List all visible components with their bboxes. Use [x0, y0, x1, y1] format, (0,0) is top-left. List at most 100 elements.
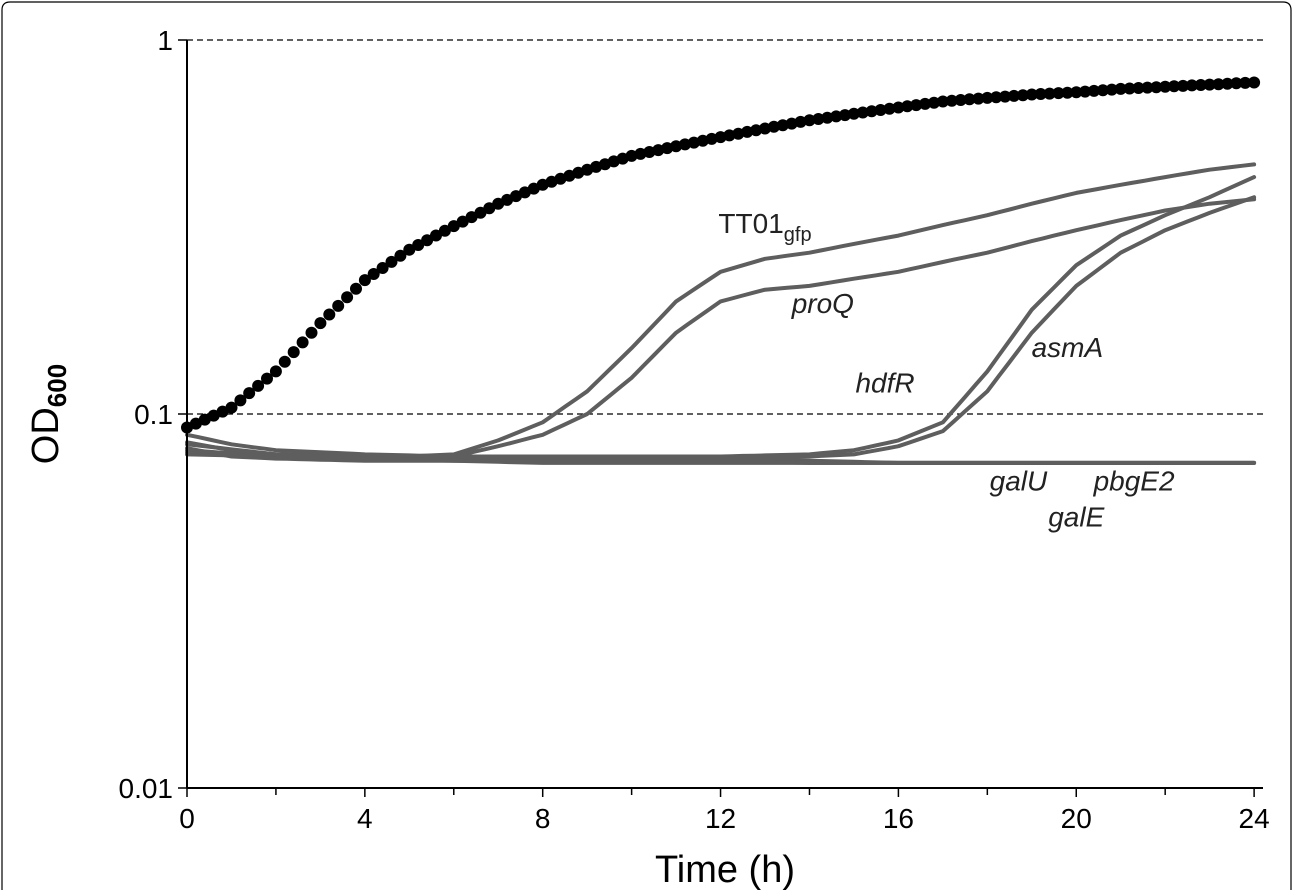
data-point-17: [332, 299, 345, 312]
series-group: [181, 76, 1261, 465]
data-point-68: [785, 117, 798, 130]
series-line-gale: [185, 446, 1257, 465]
x-tick-label-2: 8: [535, 803, 551, 834]
data-point-32: [465, 211, 478, 224]
data-point-112: [1177, 79, 1189, 92]
data-point-13: [296, 336, 309, 349]
data-point-96: [1034, 88, 1047, 100]
x-tick-label-4: 16: [883, 803, 914, 834]
data-point-57: [687, 136, 700, 149]
x-tick-label-3: 12: [705, 803, 736, 834]
data-point-21: [367, 268, 380, 280]
data-point-61: [723, 129, 736, 142]
data-point-25: [403, 243, 416, 256]
label-galu: galU: [990, 465, 1048, 496]
data-point-83: [919, 97, 932, 110]
data-point-116: [1212, 78, 1225, 91]
data-point-94: [1016, 89, 1029, 102]
data-point-92: [999, 90, 1012, 103]
data-point-99: [1061, 86, 1074, 99]
axes: 0.01 0.1 1 0 4 8 12 16 20 24: [119, 25, 1270, 834]
data-point-95: [1025, 88, 1038, 101]
data-point-114: [1194, 79, 1207, 91]
x-tick-label-6: 24: [1239, 803, 1270, 834]
label-tt01-subscript: gfp: [784, 224, 812, 246]
data-point-119: [1239, 76, 1252, 89]
data-point-86: [945, 94, 958, 107]
data-point-80: [892, 101, 905, 114]
data-point-93: [1008, 89, 1020, 102]
data-point-104: [1105, 83, 1118, 96]
x-tick-label-1: 4: [357, 803, 373, 834]
data-point-22: [376, 262, 389, 274]
data-point-111: [1168, 80, 1181, 93]
data-point-84: [928, 96, 940, 109]
data-point-19: [350, 282, 362, 295]
series-line-hdfr: [185, 175, 1257, 459]
data-point-82: [910, 99, 923, 112]
y-tick-label-2: 1: [157, 25, 173, 56]
data-point-62: [732, 127, 745, 140]
data-point-52: [643, 146, 656, 158]
data-point-120: [1248, 76, 1261, 89]
label-proq: proQ: [791, 288, 854, 319]
data-point-5: [225, 401, 238, 414]
data-point-70: [803, 114, 816, 127]
data-point-98: [1052, 87, 1065, 100]
data-point-85: [936, 95, 949, 108]
data-point-76: [856, 106, 869, 119]
data-point-67: [776, 119, 789, 132]
data-point-20: [358, 274, 371, 287]
data-point-74: [839, 109, 851, 122]
data-point-71: [812, 113, 825, 125]
data-point-18: [341, 291, 354, 304]
data-point-97: [1043, 87, 1056, 100]
data-point-73: [830, 110, 843, 123]
data-point-58: [696, 134, 709, 147]
data-point-66: [767, 120, 780, 133]
data-point-117: [1221, 77, 1234, 90]
data-point-100: [1070, 86, 1083, 99]
data-point-9: [261, 372, 273, 385]
data-point-91: [990, 91, 1003, 104]
data-point-107: [1132, 82, 1145, 94]
data-point-24: [394, 249, 407, 262]
data-point-69: [794, 115, 807, 128]
data-point-81: [901, 100, 914, 113]
y-axis-title-main: OD: [25, 407, 67, 464]
data-point-54: [661, 142, 674, 155]
data-point-89: [972, 92, 985, 105]
x-tick-label-0: 0: [179, 803, 195, 834]
data-point-88: [963, 93, 976, 106]
label-hdfr: hdfR: [855, 368, 914, 399]
data-point-118: [1230, 77, 1243, 90]
data-point-31: [456, 215, 469, 228]
data-point-29: [438, 224, 451, 237]
data-point-64: [750, 124, 763, 137]
data-point-110: [1159, 80, 1172, 93]
data-point-115: [1203, 78, 1216, 91]
label-asma: asmA: [1032, 332, 1104, 363]
data-point-28: [430, 229, 442, 242]
data-point-34: [483, 202, 496, 215]
data-point-30: [447, 220, 460, 233]
data-point-77: [865, 105, 878, 118]
data-point-56: [679, 138, 691, 151]
data-point-75: [847, 107, 860, 120]
y-tick-label-1: 0.1: [134, 399, 173, 430]
data-point-103: [1096, 84, 1109, 97]
data-point-16: [323, 308, 336, 321]
data-point-59: [705, 132, 718, 145]
data-point-109: [1150, 81, 1163, 94]
annotations: TT01gfp proQ hdfR asmA galU pbgE2 galE: [718, 208, 1175, 533]
y-axis-title-subscript: 600: [42, 364, 72, 407]
x-axis-title: Time (h): [655, 849, 795, 891]
label-tt01: TT01gfp: [718, 208, 811, 246]
data-point-108: [1141, 81, 1154, 94]
data-point-102: [1088, 84, 1100, 97]
data-point-79: [883, 102, 896, 115]
data-point-15: [314, 317, 327, 330]
data-point-65: [759, 122, 771, 135]
